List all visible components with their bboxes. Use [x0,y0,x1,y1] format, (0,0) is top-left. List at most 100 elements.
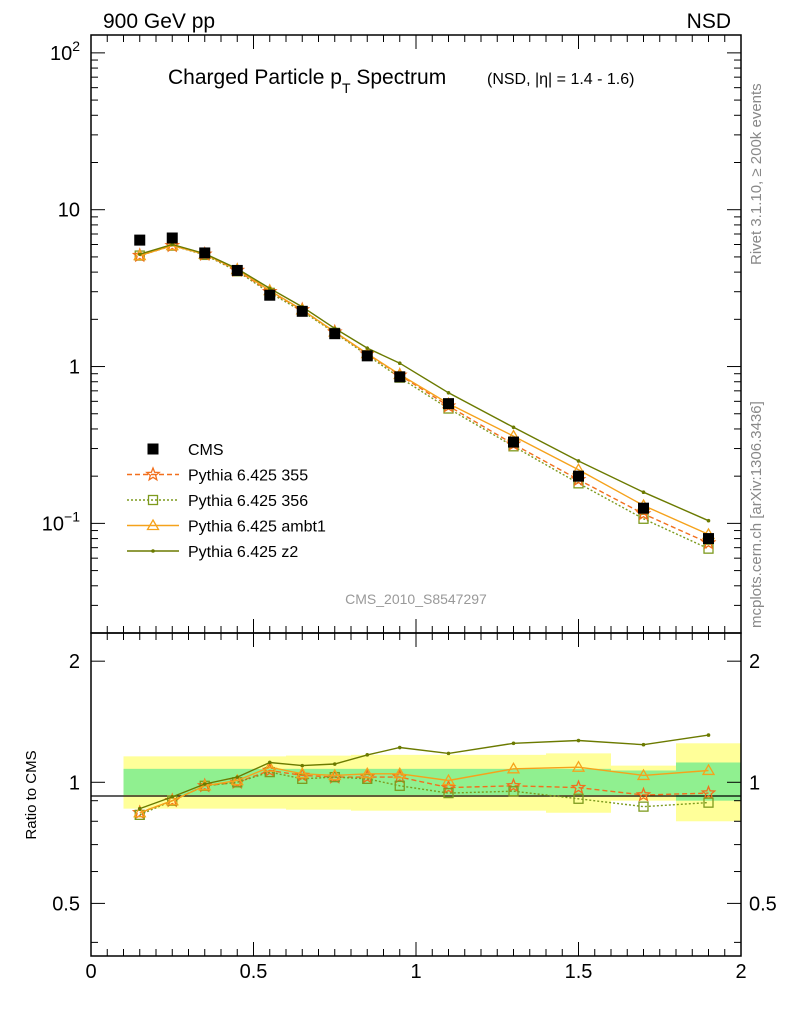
mcplots-label: mcplots.cern.ch [arXiv:1306.3436] [748,401,765,628]
legend-marker-p355 [145,466,161,482]
main-point-cms [703,533,714,545]
main-point-cms [508,436,519,448]
main-point-z2 [267,286,272,291]
ratio-point-z2 [137,806,142,811]
legend-marker-ambt1 [146,518,160,531]
ratio-line-z2 [139,734,709,810]
plot-title-rest: Spectrum [351,66,447,89]
ratio-point-z2 [332,762,337,766]
main-point-z2 [446,391,451,395]
ratio-y-tick-label-right: 1 [749,772,760,794]
legend-label-z2: Pythia 6.425 z2 [188,544,298,561]
ratio-point-z2 [365,753,370,757]
legend: CMS Pythia 6.425 355 Pythia 6.425 356 Pythi… [127,442,326,561]
main-point-z2 [137,252,142,257]
ratio-point-z2 [397,745,402,750]
main-point-cms [264,289,276,301]
ratio-point-ambt1 [165,793,179,806]
main-point-cms [394,371,406,383]
ratio-point-p355 [440,779,457,795]
ratio-point-ambt1 [230,773,244,786]
process-label: NSD [687,10,731,33]
ratio-point-p355 [505,777,522,793]
ratio-point-ambt1 [360,766,374,779]
ratio-point-p355 [570,779,587,795]
ratio-y-tick-label-right: 0.5 [749,893,777,915]
ratio-point-ambt1 [328,768,342,781]
ratio-point-p356 [703,797,714,808]
main-point-ambt1 [133,248,147,261]
legend-label-cms: CMS [188,442,224,459]
ratio-point-ambt1 [636,768,651,781]
main-y-tick-labels: 102 10 1 10−1 [42,38,80,536]
main-point-cms [166,232,178,244]
plot-title-extra: (NSD, |η| = 1.4 - 1.6) [487,71,634,88]
ratio-point-z2 [300,763,305,768]
main-y-tick-label: 102 [50,38,80,65]
main-point-cms [134,234,146,246]
plot-title: Charged Particle pT Spectrum [168,66,446,96]
main-y-tick-label: 10−1 [42,508,80,535]
main-point-cms [573,470,584,482]
ratio-point-z2 [576,738,581,743]
ratio-point-z2 [641,742,646,747]
ratio-point-z2 [267,760,272,765]
ratio-plot-panel: 0 0.5 1 1.5 2 0.5 0.5 1 1 2 2 Ratio to CMS [23,632,777,983]
ratio-band-inner [611,770,676,795]
ratio-y-tick-label-right: 2 [749,651,760,673]
ratio-band-inner [123,768,156,795]
ratio-y-tick-label-left: 1 [69,772,80,794]
main-point-z2 [641,490,646,495]
ratio-point-z2 [202,782,207,786]
main-point-cms [638,502,649,514]
main-point-z2 [511,425,516,430]
rivet-version-label: Rivet 3.1.10, ≥ 200k events [748,83,765,265]
ratio-point-z2 [170,795,175,799]
ratio-y-axis-label: Ratio to CMS [23,750,40,839]
ratio-point-z2 [706,733,711,737]
ratio-plot-frame [90,632,742,957]
ratio-point-ambt1 [263,760,277,772]
main-point-cms [231,264,243,276]
main-point-cms [199,247,211,259]
x-tick-label: 1 [410,961,421,983]
main-point-cms [296,305,308,317]
x-tick-label: 1.5 [565,961,593,983]
ratio-point-p355 [635,786,652,802]
legend-marker-p356 [147,494,159,506]
ratio-point-z2 [446,751,451,756]
ratio-point-p356 [394,780,405,791]
legend-marker-z2 [151,549,155,553]
main-point-p355 [164,237,181,253]
ratio-point-ambt1 [295,766,309,779]
ratio-point-p356 [443,787,454,799]
ratio-point-ambt1 [393,766,407,779]
ratio-point-p356 [638,801,649,812]
ratio-band-inner [351,768,384,795]
ratio-point-p356 [508,786,519,797]
main-point-z2 [397,361,402,366]
ratio-point-z2 [235,775,240,779]
plot-title-subscript: T [342,80,351,96]
ratio-ticks: 0 0.5 1 1.5 2 0.5 0.5 1 1 2 2 [52,633,777,983]
ratio-point-ambt1 [441,773,456,786]
main-point-z2 [576,459,581,463]
ratio-point-ambt1 [506,762,521,774]
main-series-group [131,232,717,554]
x-tick-label: 2 [735,961,746,983]
ratio-point-ambt1 [133,805,147,818]
legend-label-p356: Pythia 6.425 356 [188,493,308,510]
ratio-point-z2 [511,741,516,746]
main-point-z2 [706,518,711,523]
ratio-point-p355 [700,784,717,800]
energy-label: 900 GeV pp [103,10,215,33]
main-point-cms [443,398,454,410]
ratio-series-group [131,733,717,820]
main-y-tick-label: 1 [69,357,80,379]
legend-label-ambt1: Pythia 6.425 ambt1 [188,519,326,536]
plot-title-main: Charged Particle p [168,66,342,89]
main-point-z2 [365,346,370,350]
ratio-point-ambt1 [571,760,586,772]
